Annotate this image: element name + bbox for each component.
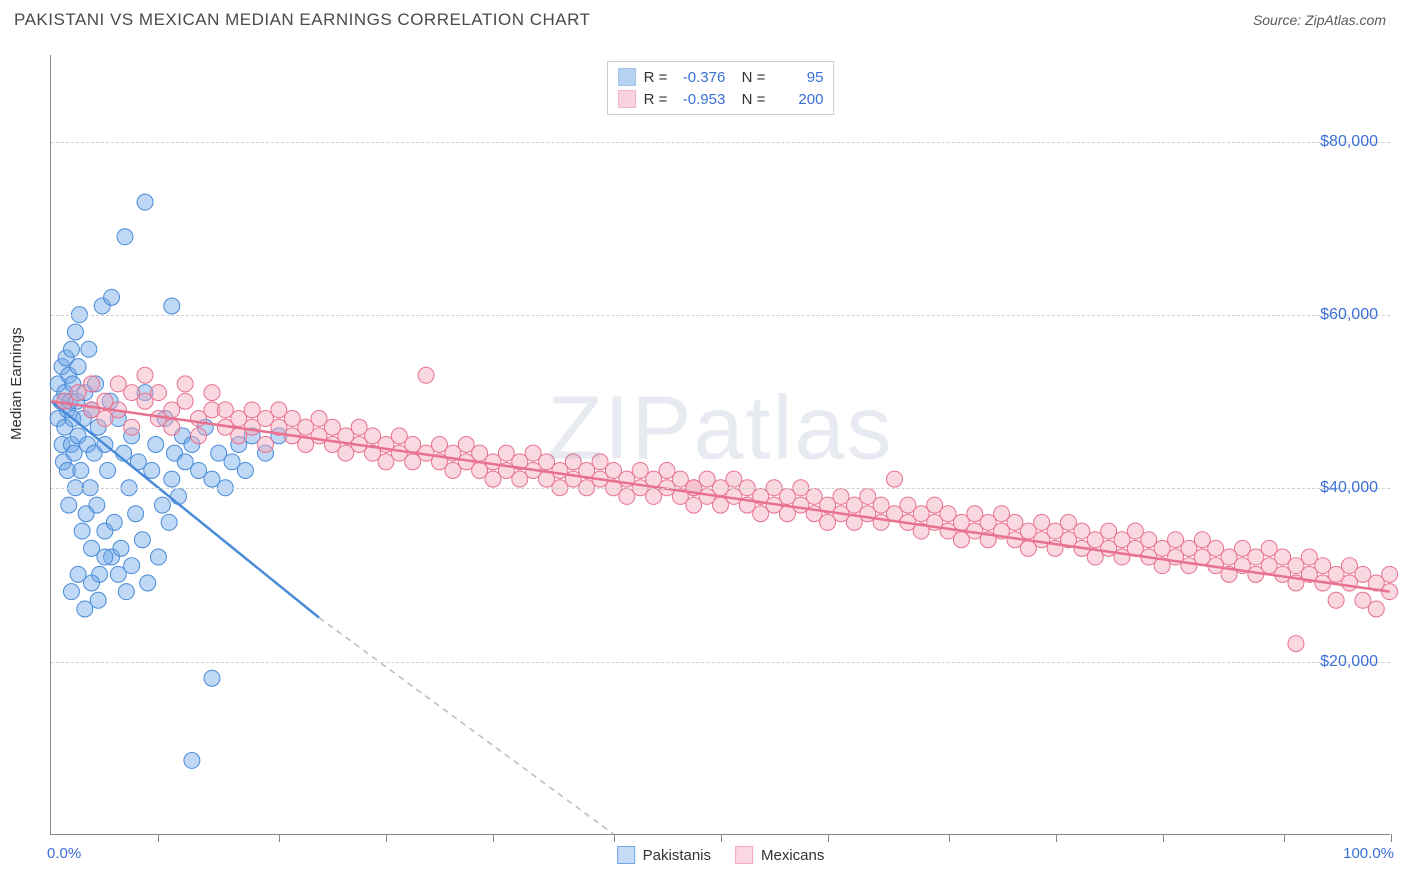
- data-point: [73, 462, 89, 478]
- stats-row: R = -0.376 N = 95: [618, 66, 824, 88]
- data-point: [1328, 592, 1344, 608]
- data-point: [171, 488, 187, 504]
- data-point: [117, 229, 133, 245]
- swatch-icon: [735, 846, 753, 864]
- data-point: [161, 514, 177, 530]
- x-axis-min-label: 0.0%: [47, 845, 81, 862]
- data-point: [81, 341, 97, 357]
- gridline: [51, 315, 1390, 316]
- data-point: [63, 584, 79, 600]
- data-point: [886, 471, 902, 487]
- x-tick: [1391, 834, 1392, 842]
- y-tick-label: $40,000: [1320, 479, 1378, 497]
- legend-item: Pakistanis: [617, 846, 711, 864]
- x-tick: [279, 834, 280, 842]
- data-point: [89, 497, 105, 513]
- data-point: [134, 532, 150, 548]
- data-point: [257, 437, 273, 453]
- x-tick: [493, 834, 494, 842]
- x-tick: [721, 834, 722, 842]
- data-point: [113, 540, 129, 556]
- data-point: [104, 289, 120, 305]
- legend-item: Mexicans: [735, 846, 824, 864]
- x-tick: [158, 834, 159, 842]
- data-point: [84, 376, 100, 392]
- stat-r-label: R =: [644, 69, 668, 86]
- stat-r-label: R =: [644, 91, 668, 108]
- data-point: [177, 376, 193, 392]
- scatter-svg: [51, 55, 1390, 834]
- stats-legend: R = -0.376 N = 95 R = -0.953 N = 200: [607, 61, 835, 115]
- data-point: [90, 592, 106, 608]
- gridline: [51, 662, 1390, 663]
- data-point: [140, 575, 156, 591]
- data-point: [97, 549, 113, 565]
- x-tick: [949, 834, 950, 842]
- data-point: [61, 497, 77, 513]
- data-point: [164, 419, 180, 435]
- stat-n-label: N =: [733, 69, 765, 86]
- data-point: [118, 584, 134, 600]
- chart-header: PAKISTANI VS MEXICAN MEDIAN EARNINGS COR…: [0, 0, 1406, 38]
- data-point: [154, 497, 170, 513]
- stat-n-value: 95: [773, 69, 823, 86]
- y-tick-label: $20,000: [1320, 653, 1378, 671]
- data-point: [128, 506, 144, 522]
- data-point: [63, 341, 79, 357]
- data-point: [150, 385, 166, 401]
- data-point: [164, 298, 180, 314]
- gridline: [51, 488, 1390, 489]
- data-point: [124, 558, 140, 574]
- data-point: [204, 670, 220, 686]
- stat-r-value: -0.376: [675, 69, 725, 86]
- chart-title: PAKISTANI VS MEXICAN MEDIAN EARNINGS COR…: [14, 10, 590, 30]
- data-point: [144, 462, 160, 478]
- data-point: [1288, 636, 1304, 652]
- data-point: [70, 359, 86, 375]
- data-point: [137, 194, 153, 210]
- x-tick: [614, 834, 615, 842]
- data-point: [100, 462, 116, 478]
- swatch-icon: [618, 68, 636, 86]
- legend-label: Pakistanis: [643, 847, 711, 864]
- data-point: [177, 393, 193, 409]
- chart-source: Source: ZipAtlas.com: [1253, 12, 1386, 28]
- x-tick: [386, 834, 387, 842]
- data-point: [150, 549, 166, 565]
- stats-row: R = -0.953 N = 200: [618, 88, 824, 110]
- data-point: [164, 471, 180, 487]
- data-point: [418, 367, 434, 383]
- y-tick-label: $80,000: [1320, 133, 1378, 151]
- swatch-icon: [618, 90, 636, 108]
- data-point: [191, 428, 207, 444]
- swatch-icon: [617, 846, 635, 864]
- x-tick: [1056, 834, 1057, 842]
- data-point: [237, 462, 253, 478]
- data-point: [67, 324, 83, 340]
- regression-line-dashed: [319, 618, 613, 834]
- data-point: [137, 367, 153, 383]
- gridline: [51, 142, 1390, 143]
- y-tick-label: $60,000: [1320, 306, 1378, 324]
- data-point: [124, 419, 140, 435]
- data-point: [1382, 566, 1398, 582]
- stat-n-label: N =: [733, 91, 765, 108]
- data-point: [1368, 601, 1384, 617]
- y-axis-label: Median Earnings: [8, 327, 25, 440]
- series-legend: Pakistanis Mexicans: [617, 846, 825, 864]
- x-tick: [1163, 834, 1164, 842]
- stat-r-value: -0.953: [675, 91, 725, 108]
- data-point: [184, 752, 200, 768]
- data-point: [204, 385, 220, 401]
- plot-area: ZIPatlas R =-0.376 N =95R =-0.953 N =200…: [50, 55, 1390, 835]
- data-point: [106, 514, 122, 530]
- x-axis-max-label: 100.0%: [1343, 845, 1394, 862]
- x-tick: [828, 834, 829, 842]
- x-tick: [1284, 834, 1285, 842]
- data-point: [148, 437, 164, 453]
- data-point: [74, 523, 90, 539]
- stat-n-value: 200: [773, 91, 823, 108]
- data-point: [84, 575, 100, 591]
- legend-label: Mexicans: [761, 847, 824, 864]
